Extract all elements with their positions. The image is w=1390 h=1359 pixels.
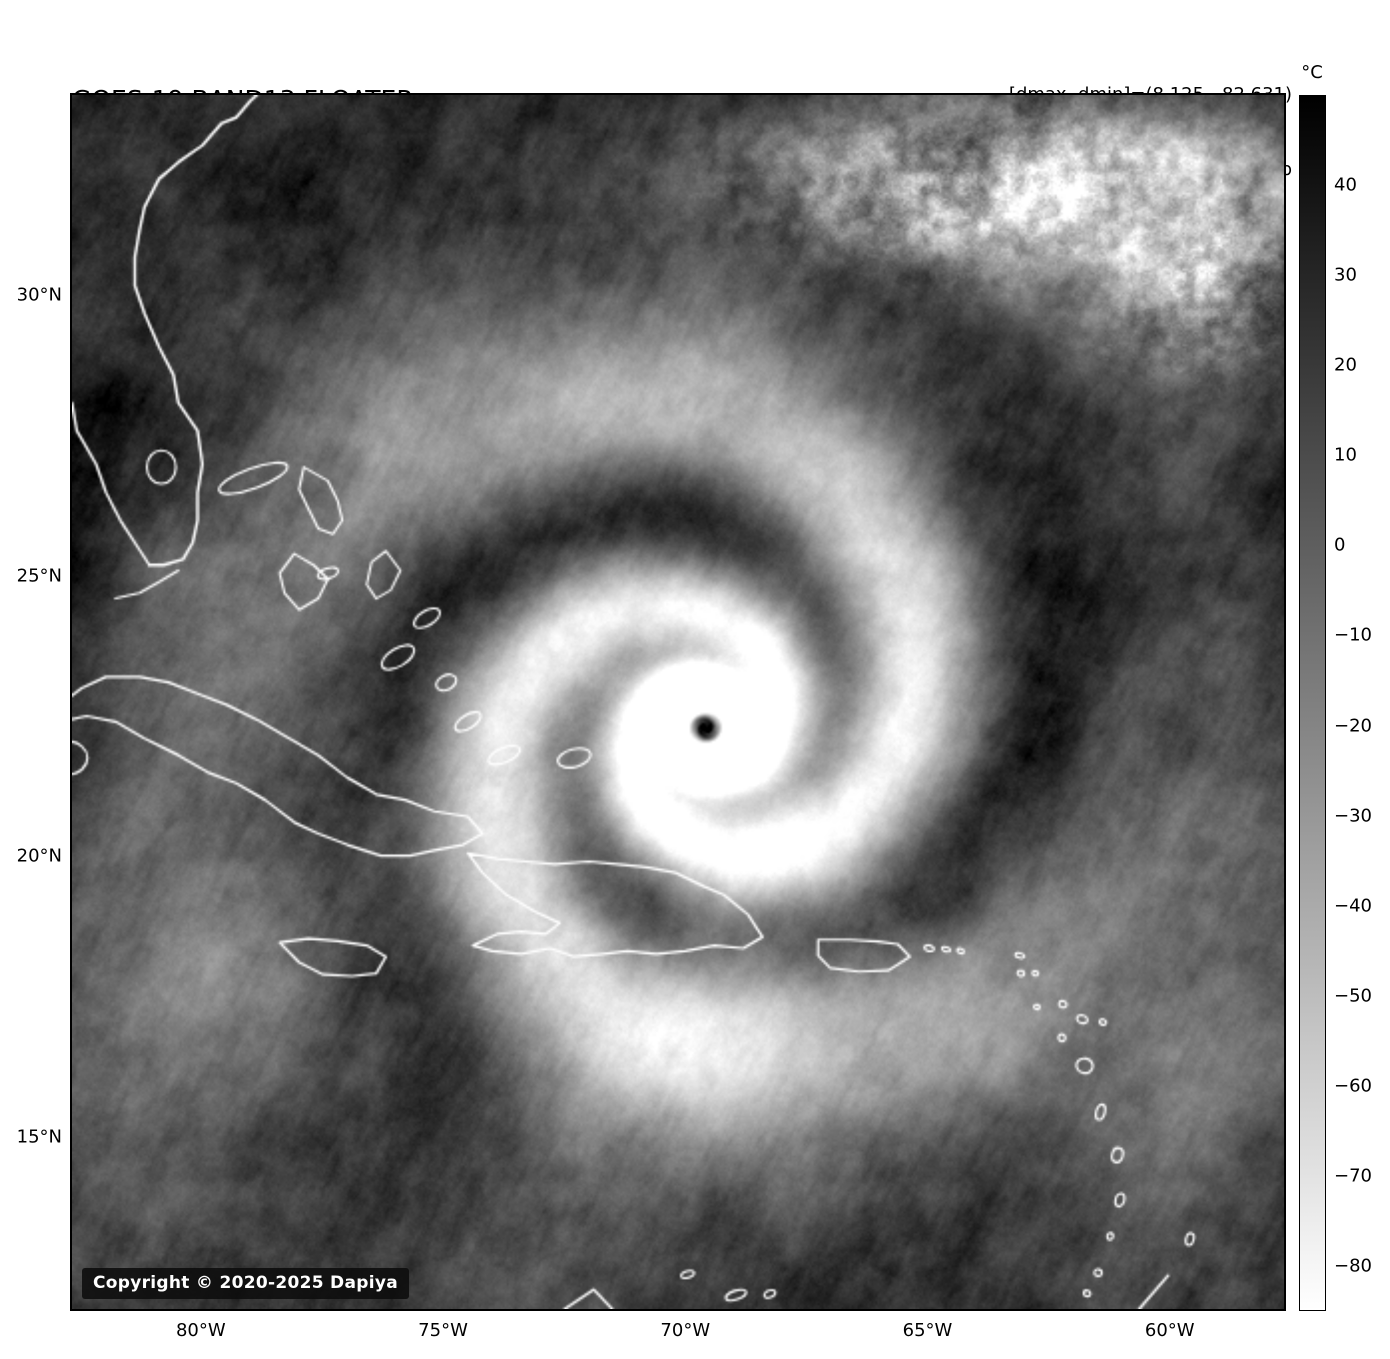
latitude-tick-label: 20°N	[16, 845, 62, 867]
satellite-plot-area: Copyright © 2020-2025 Dapiya	[70, 93, 1286, 1311]
longitude-tick-label: 75°W	[418, 1320, 468, 1341]
colorbar-tick-label: −30	[1334, 805, 1372, 827]
longitude-tick-label: 80°W	[175, 1320, 226, 1341]
colorbar-tick-label: 40	[1334, 174, 1357, 196]
colorbar-tick-label: −40	[1334, 895, 1372, 917]
colorbar-tick-label: −70	[1334, 1165, 1372, 1187]
latitude-tick-label: 15°N	[16, 1126, 62, 1148]
colorbar-tick-label: 30	[1334, 264, 1357, 286]
longitude-tick-label: 60°W	[1144, 1320, 1195, 1341]
longitude-tick-label: 70°W	[660, 1320, 711, 1341]
copyright-watermark: Copyright © 2020-2025 Dapiya	[82, 1268, 409, 1299]
colorbar-tick-label: 10	[1334, 444, 1357, 466]
latitude-tick-label: 25°N	[16, 565, 62, 587]
colorbar-tick-label: −60	[1334, 1075, 1372, 1097]
colorbar-tick-label: 20	[1334, 354, 1357, 376]
colorbar-tick-label: −80	[1334, 1255, 1372, 1277]
satellite-imagery-canvas	[72, 95, 1284, 1309]
colorbar-gradient	[1299, 95, 1326, 1311]
latitude-tick-label: 30°N	[16, 284, 62, 306]
colorbar-tick-label: −10	[1334, 624, 1372, 646]
colorbar-unit-label: °C	[1301, 62, 1323, 83]
colorbar-tick-label: −50	[1334, 985, 1372, 1007]
colorbar-tick-label: 0	[1334, 534, 1346, 556]
colorbar-tick-label: −20	[1334, 715, 1372, 737]
longitude-tick-label: 65°W	[902, 1320, 953, 1341]
